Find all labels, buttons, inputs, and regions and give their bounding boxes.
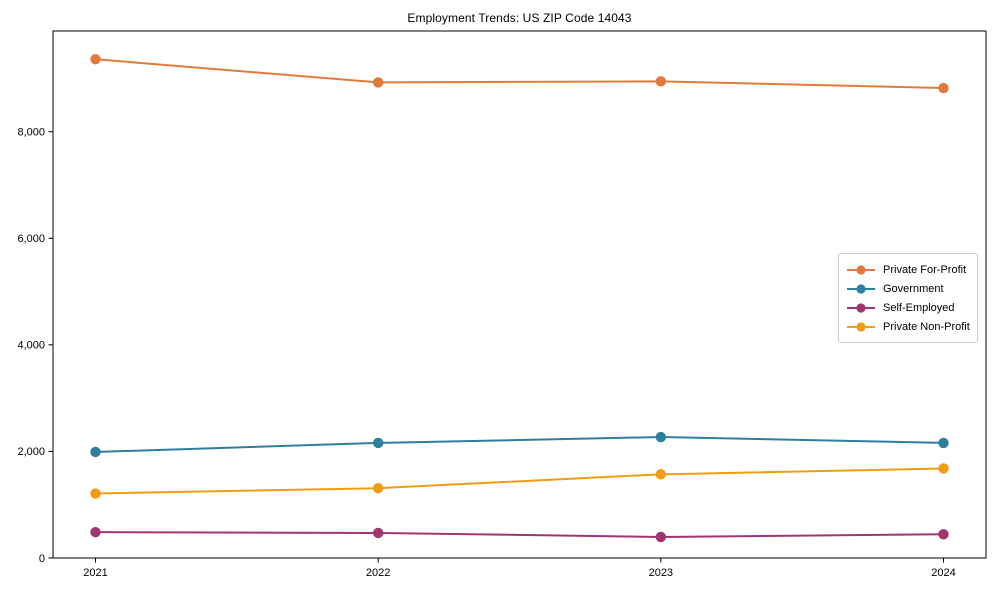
legend-marker-icon [847,302,875,313]
legend-item-private-non-profit: Private Non-Profit [846,317,970,336]
data-point-government-2023 [655,431,667,443]
y-tick-label: 6,000 [17,233,45,245]
legend-label: Self-Employed [883,301,955,314]
series-line-private-for-profit [95,58,944,90]
data-point-private-for-profit-2021 [90,54,101,65]
legend-item-private-for-profit: Private For-Profit [846,260,969,279]
legend-marker-icon [847,283,875,294]
series-line-private-non-profit [95,467,944,495]
y-tick-label: 8,000 [17,127,45,139]
data-point-government-2024 [938,437,949,449]
legend-marker-icon [847,264,875,275]
data-point-self-employed-2023 [655,531,667,543]
legend-item-government: Government [846,279,969,298]
data-point-private-non-profit-2024 [938,463,949,474]
legend: Private For-Profit Government Self-Employe… [838,253,978,343]
x-tick-label: 2024 [931,567,955,579]
data-point-government-2021 [90,446,101,458]
legend-label: Private For-Profit [883,263,967,276]
data-point-self-employed-2024 [938,529,949,540]
y-tick-label: 2,000 [17,446,45,458]
data-point-private-for-profit-2024 [938,82,949,94]
legend-label: Government [883,282,944,295]
y-tick-label: 4,000 [17,340,45,352]
legend-label: Private Non-Profit [883,320,970,333]
x-tick-label: 2023 [649,567,673,579]
series-line-self-employed [95,531,944,538]
chart-title: Employment Trends: US ZIP Code 14043 [407,11,632,25]
x-tick-label: 2021 [83,567,107,579]
data-point-private-for-profit-2022 [372,77,384,88]
data-point-private-non-profit-2021 [90,488,101,499]
data-point-government-2022 [372,437,384,449]
y-tick-label: 0 [39,553,45,565]
data-point-private-non-profit-2022 [372,482,384,494]
data-point-self-employed-2022 [372,527,384,539]
legend-marker-icon [847,321,875,332]
legend-item-self-employed: Self-Employed [846,298,969,317]
data-point-private-non-profit-2023 [655,469,667,480]
data-point-private-for-profit-2023 [655,76,667,87]
data-point-self-employed-2021 [90,526,101,538]
plot-frame [52,30,987,559]
x-tick-label: 2022 [366,567,390,579]
series-line-government [95,436,944,453]
